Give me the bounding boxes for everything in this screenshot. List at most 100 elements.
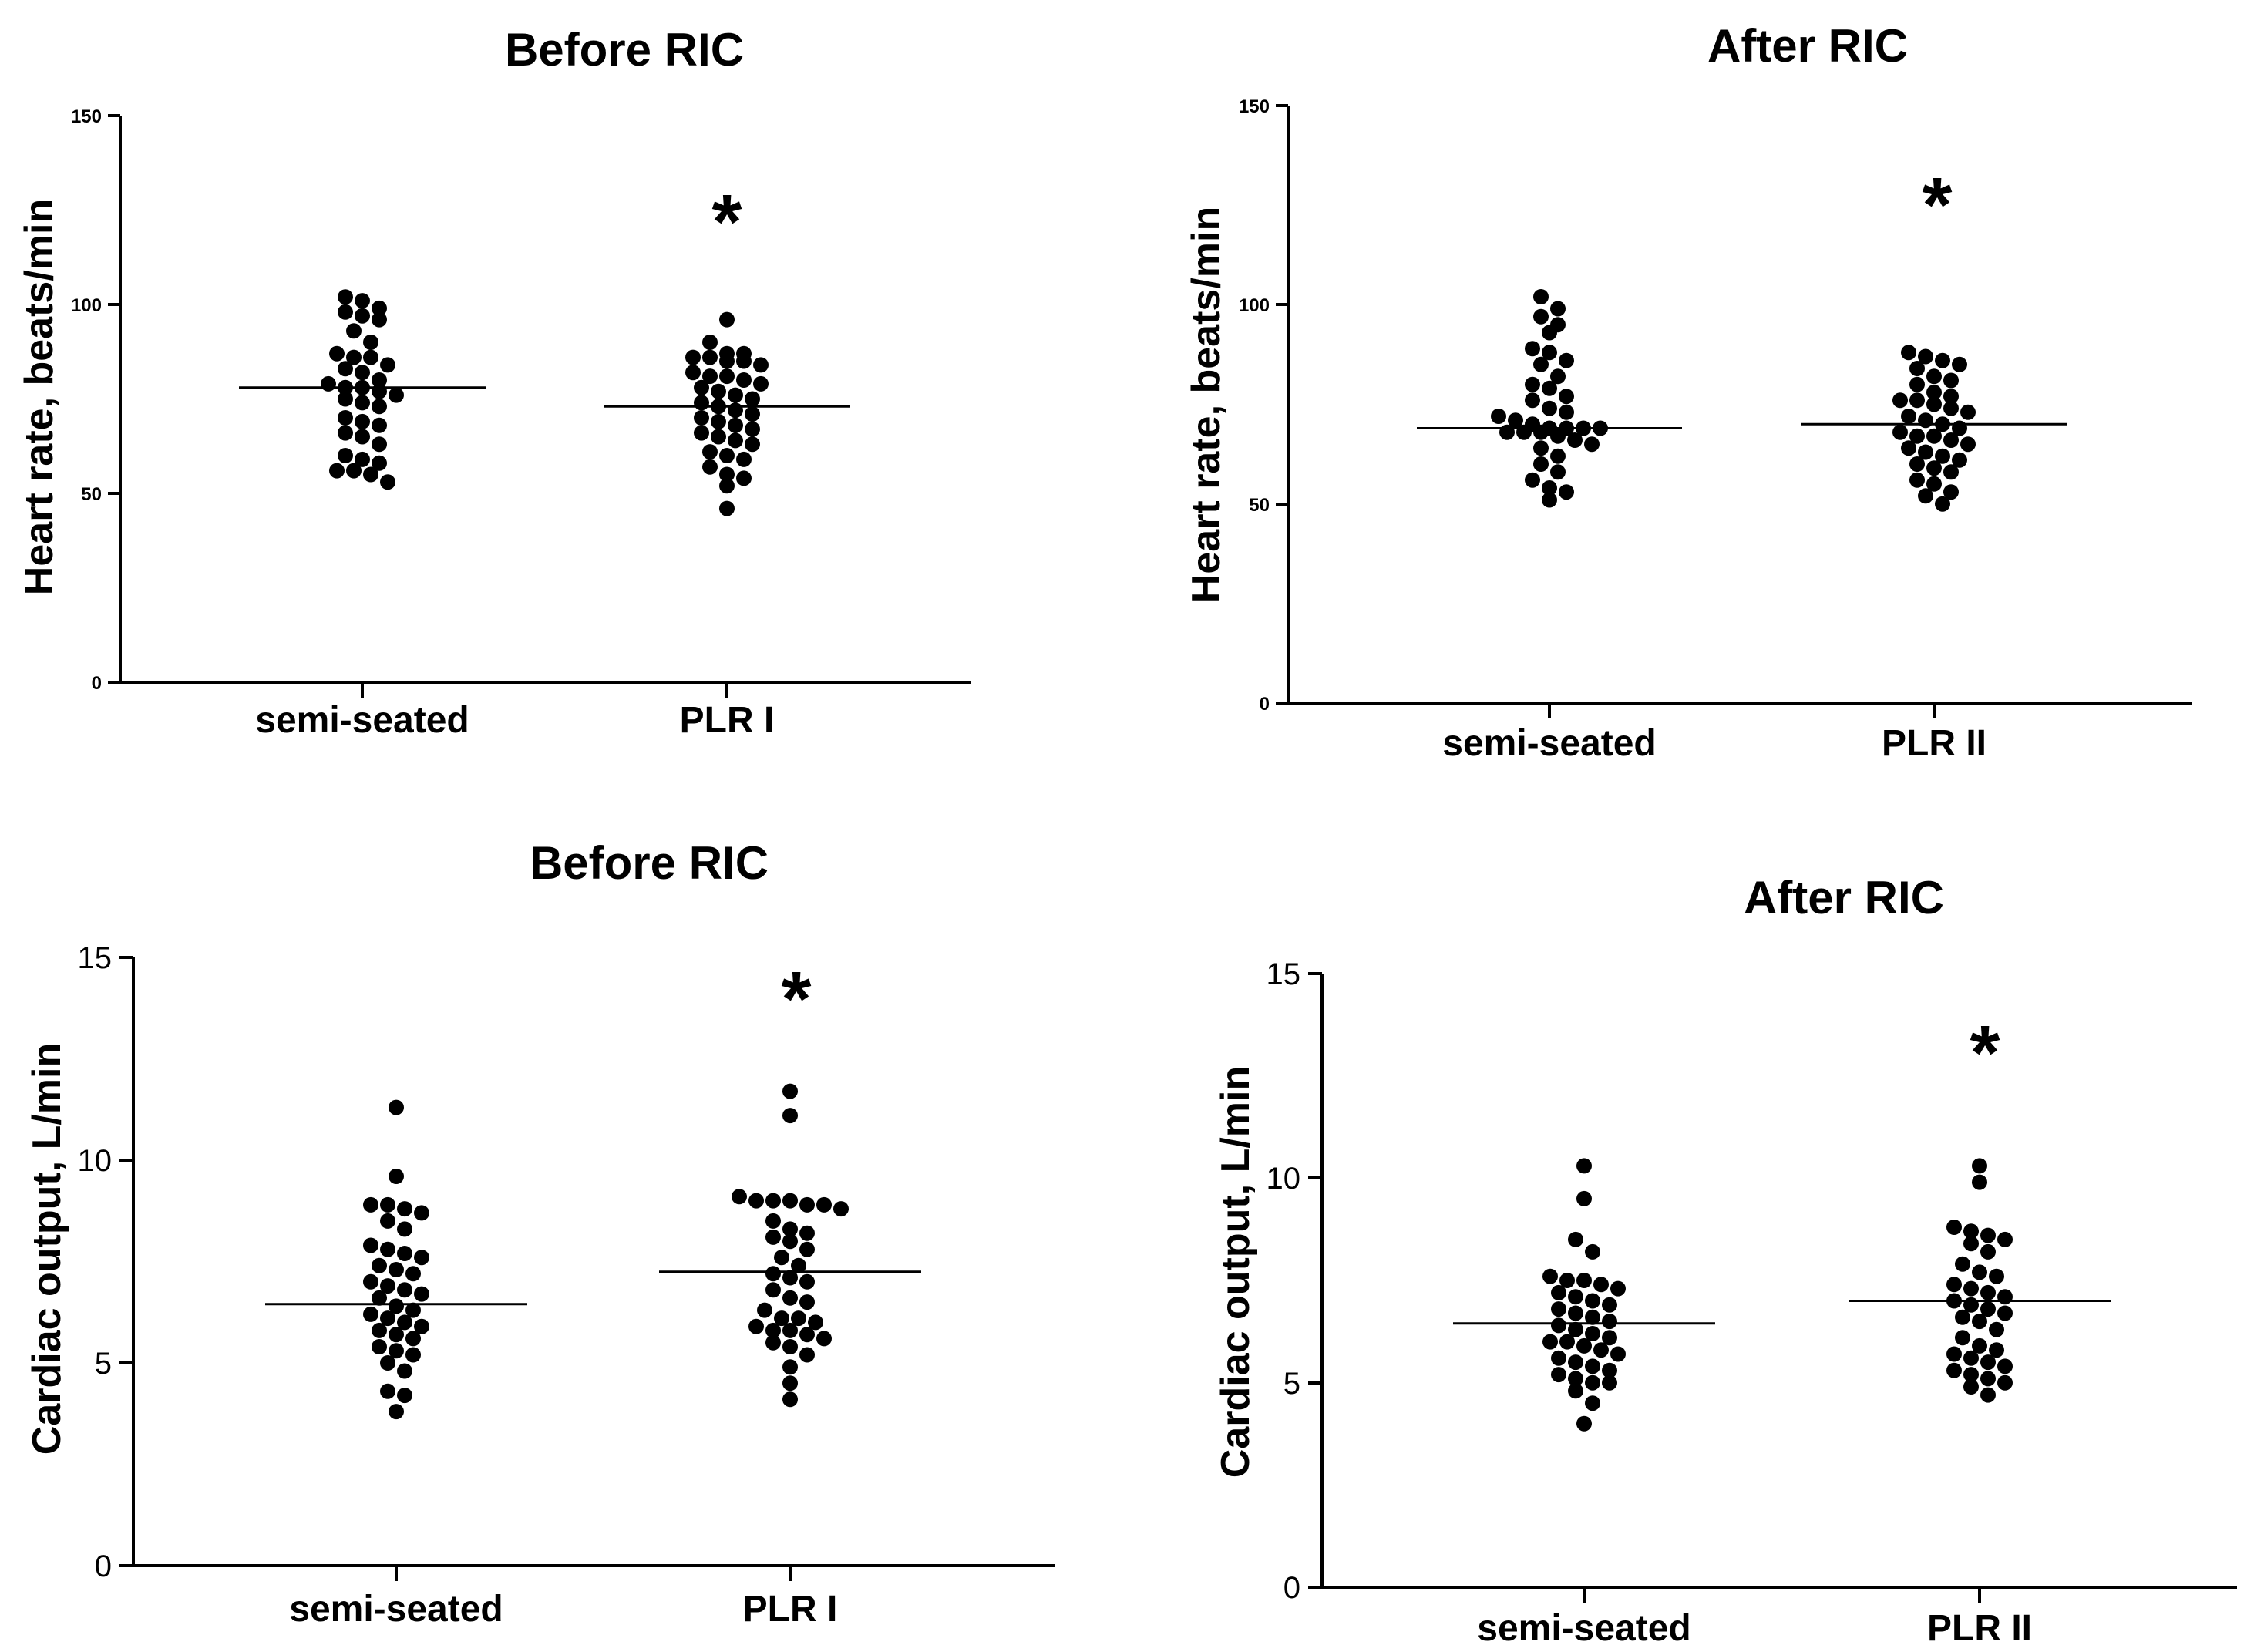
data-point	[736, 372, 752, 388]
y-tick-label: 100	[71, 295, 102, 316]
data-point	[782, 1375, 798, 1391]
data-point	[389, 387, 404, 403]
data-point	[1972, 1337, 1987, 1354]
data-point	[1901, 440, 1916, 456]
data-point	[1542, 325, 1557, 341]
data-point	[782, 1221, 798, 1237]
significance-marker: *	[1970, 1010, 2000, 1096]
data-point	[372, 436, 387, 453]
data-point	[355, 429, 370, 445]
data-point	[321, 375, 336, 392]
y-tick-label: 0	[95, 1549, 112, 1583]
data-point	[694, 379, 709, 395]
data-point	[372, 1339, 387, 1354]
data-point	[1960, 404, 1976, 420]
data-point	[1542, 400, 1557, 416]
y-tick-label: 150	[71, 106, 102, 127]
data-point	[346, 323, 362, 339]
data-point	[711, 429, 726, 445]
data-point	[1943, 432, 1959, 448]
data-point	[719, 311, 735, 328]
data-point	[791, 1257, 806, 1273]
data-point	[1559, 352, 1574, 368]
data-point	[799, 1294, 815, 1310]
data-point	[1602, 1297, 1617, 1313]
data-point	[1576, 1273, 1592, 1288]
data-point	[1550, 464, 1566, 480]
data-point	[405, 1331, 421, 1347]
chart-title: Before RIC	[530, 837, 769, 889]
data-point	[1533, 456, 1549, 472]
data-point	[372, 311, 387, 328]
data-point	[702, 459, 718, 475]
data-point	[389, 1404, 404, 1420]
y-tick-label: 0	[92, 673, 102, 694]
data-point	[1551, 1350, 1566, 1366]
data-point	[1980, 1387, 1996, 1403]
data-point	[1550, 301, 1566, 317]
data-point	[1972, 1158, 1987, 1174]
data-point	[753, 357, 769, 373]
data-point	[380, 357, 395, 373]
data-point	[774, 1310, 789, 1327]
data-point	[1997, 1289, 2013, 1305]
data-point	[372, 1322, 387, 1338]
x-tick: PLR II	[1927, 1587, 2032, 1649]
data-point	[1943, 400, 1959, 416]
x-tick: semi-seated	[1442, 703, 1657, 764]
data-point	[799, 1225, 815, 1241]
panel-hr-before: Before RIC Heart rate, beats/min 0 50 10…	[17, 24, 971, 741]
data-point	[1550, 428, 1566, 444]
data-points	[265, 1083, 921, 1420]
data-point	[1909, 456, 1925, 472]
data-point	[338, 425, 353, 441]
data-point	[363, 335, 378, 350]
y-tick: 15	[1267, 957, 1322, 991]
data-point	[414, 1286, 429, 1302]
data-point	[1997, 1231, 2013, 1247]
significance-marker: *	[712, 179, 742, 265]
data-point	[1943, 389, 1959, 405]
data-point	[1980, 1284, 1996, 1300]
data-point	[355, 451, 370, 467]
y-tick-label: 50	[81, 484, 102, 505]
data-point	[1525, 472, 1540, 488]
data-point	[719, 478, 735, 494]
data-point	[338, 410, 353, 426]
data-point	[329, 463, 345, 479]
data-point	[414, 1205, 429, 1221]
data-point	[728, 387, 743, 403]
data-point	[1980, 1371, 1996, 1387]
chart-title: Before RIC	[505, 24, 744, 76]
data-point	[405, 1266, 421, 1282]
data-point	[1972, 1174, 1987, 1190]
data-point	[380, 1278, 395, 1294]
panel-co-before: Before RIC Cardiac output, L/min 0 5 10 …	[25, 837, 1055, 1630]
data-point	[685, 365, 701, 381]
data-point	[372, 372, 387, 388]
x-tick: PLR I	[680, 682, 774, 741]
data-point	[1909, 472, 1925, 488]
data-point	[380, 1383, 395, 1399]
data-point	[1952, 356, 1967, 372]
data-point	[1926, 476, 1942, 492]
data-point	[719, 500, 735, 516]
y-tick: 150	[1239, 96, 1288, 117]
data-point	[719, 368, 735, 385]
data-point	[1593, 1342, 1609, 1358]
data-point	[1585, 1374, 1600, 1391]
data-point	[816, 1196, 832, 1213]
significance-marker: *	[1923, 162, 1953, 248]
data-point	[363, 1273, 378, 1290]
data-point	[1918, 348, 1933, 365]
data-point	[774, 1250, 789, 1266]
data-point	[1926, 428, 1942, 444]
data-point	[736, 470, 752, 486]
data-point	[1963, 1280, 1979, 1297]
data-point	[372, 455, 387, 471]
data-point	[380, 1355, 395, 1371]
data-point	[338, 304, 353, 320]
data-point	[719, 353, 735, 369]
data-point	[1926, 396, 1942, 412]
data-point	[1533, 289, 1549, 304]
